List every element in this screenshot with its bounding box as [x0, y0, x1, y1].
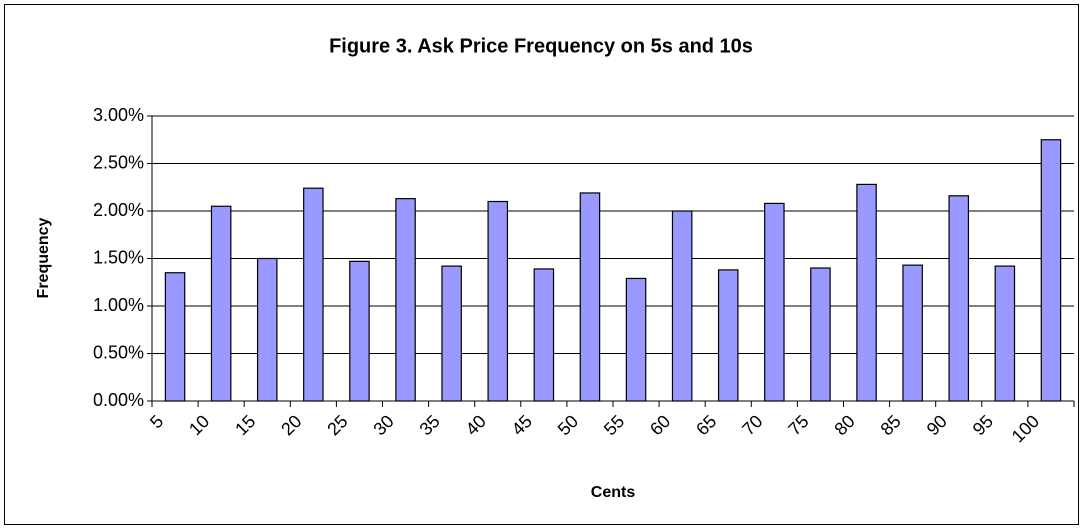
- bar: [671, 210, 693, 402]
- bar: [395, 198, 416, 402]
- bar: [994, 265, 1016, 402]
- bar: [948, 195, 970, 402]
- bar: [256, 257, 278, 402]
- y-tick-label: 0.00%: [93, 390, 144, 410]
- bar: [441, 265, 462, 402]
- bar: [902, 264, 923, 402]
- chart-border: [4, 4, 1079, 525]
- bar: [717, 269, 739, 402]
- bar: [303, 187, 324, 402]
- bar: [810, 267, 831, 402]
- x-axis-label: Cents: [591, 484, 636, 501]
- bar: [856, 183, 877, 402]
- bar: [164, 272, 186, 402]
- bar: [533, 268, 555, 402]
- bar: [625, 277, 647, 402]
- y-axis-label: Frequency: [35, 217, 52, 298]
- y-tick-label: 3.00%: [93, 105, 144, 125]
- y-tick-label: 0.50%: [93, 342, 144, 362]
- y-tick-label: 1.00%: [93, 295, 144, 315]
- bar: [349, 260, 370, 402]
- y-tick-label: 2.50%: [93, 152, 144, 172]
- chart-title: Figure 3. Ask Price Frequency on 5s and …: [329, 35, 753, 57]
- bar: [579, 192, 601, 402]
- bar: [764, 202, 785, 402]
- y-tick-label: 1.50%: [93, 247, 144, 267]
- bar: [487, 200, 509, 402]
- bar: [1040, 139, 1062, 402]
- y-tick-label: 2.00%: [93, 200, 144, 220]
- bar: [210, 205, 232, 402]
